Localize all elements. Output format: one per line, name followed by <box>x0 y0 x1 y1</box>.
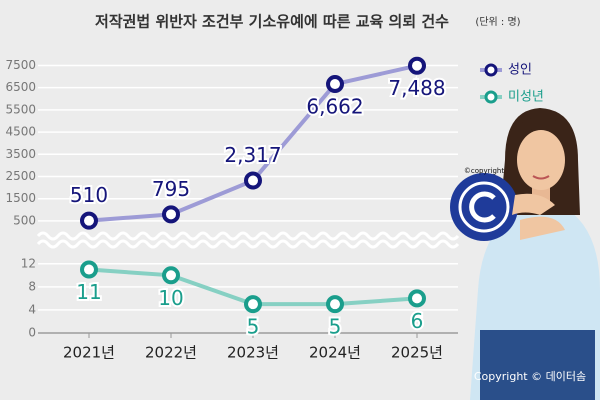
x-tick-label: 2025년 <box>391 344 443 362</box>
x-tick-label: 2022년 <box>145 344 197 362</box>
y-tick-label: 500 <box>13 213 36 227</box>
y-tick-label: 3500 <box>5 147 36 161</box>
y-tick-label: 5500 <box>5 102 36 116</box>
point <box>162 205 180 224</box>
y-tick-label: 4500 <box>5 125 36 139</box>
legend-label: 성인 <box>508 63 532 78</box>
chart-subtitle: (단위 : 명) <box>475 15 520 28</box>
y-tick-label: 7500 <box>5 58 36 72</box>
point <box>326 295 344 314</box>
point <box>408 289 426 308</box>
data-label: 795 <box>152 177 190 201</box>
point <box>408 56 426 75</box>
x-tick-label: 2023년 <box>227 344 279 362</box>
point <box>80 211 98 230</box>
y-tick-label: 6500 <box>5 80 36 94</box>
x-tick-label: 2021년 <box>63 344 115 362</box>
data-label: 2,317 <box>224 143 281 167</box>
badge-text: ©copyright <box>464 167 504 175</box>
point <box>80 260 98 279</box>
data-label: 6 <box>411 309 424 333</box>
data-label: 5 <box>329 315 342 339</box>
data-label: 10 <box>158 286 183 310</box>
y-tick-label: 0 <box>28 326 36 340</box>
legend-marker <box>484 63 498 77</box>
data-label: 11 <box>76 280 101 304</box>
legend-marker <box>484 90 498 104</box>
point <box>326 75 344 94</box>
point <box>244 171 262 190</box>
legend-label: 미성년 <box>508 90 544 105</box>
x-tick-label: 2024년 <box>309 344 361 362</box>
chart-title: 저작권법 위반자 조건부 기소유예에 따른 교육 의뢰 건수 <box>95 13 449 31</box>
y-tick-label: 8 <box>28 279 36 293</box>
illustration <box>450 108 600 400</box>
y-tick-label: 2500 <box>5 169 36 183</box>
data-label: 5 <box>247 315 260 339</box>
credit: Copyright © 데이터솜 <box>474 370 586 383</box>
axis-break <box>36 231 460 249</box>
data-label: 510 <box>70 183 108 207</box>
y-tick-label: 4 <box>28 302 36 316</box>
y-tick-label: 12 <box>21 256 36 270</box>
point <box>244 295 262 314</box>
data-label: 7,488 <box>388 76 445 100</box>
point <box>162 266 180 285</box>
y-tick-label: 1500 <box>5 191 36 205</box>
data-label: 6,662 <box>306 95 363 119</box>
